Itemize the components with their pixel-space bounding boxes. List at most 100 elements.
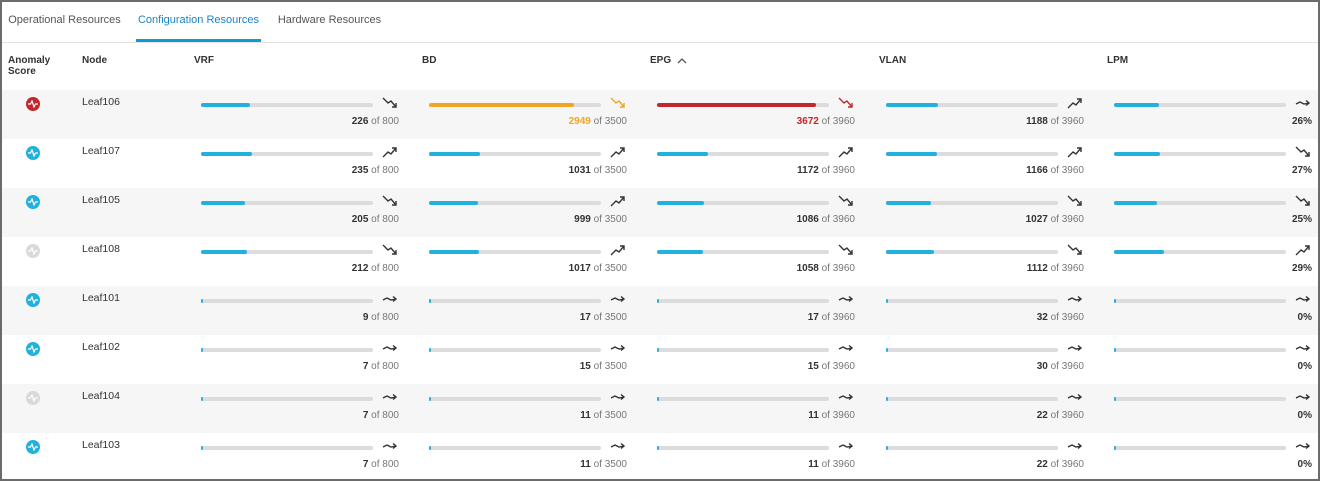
table-row[interactable]: Leaf105 205 of 800 999 of 3500 1086 of 3960… (2, 188, 1318, 237)
bd-cell: 17 of 3500 (429, 286, 629, 335)
epg-usage-bar (657, 103, 829, 107)
anomaly-score-icon (26, 146, 40, 160)
vrf-usage-value: 7 of 800 (362, 361, 399, 372)
node-name[interactable]: Leaf106 (82, 96, 120, 108)
vrf-usage-bar (201, 348, 373, 352)
tab-hardware-resources[interactable]: Hardware Resources (277, 14, 382, 26)
anomaly-score-icon (26, 97, 40, 111)
column-header-node[interactable]: Node (82, 55, 107, 66)
node-name[interactable]: Leaf101 (82, 292, 120, 304)
node-name[interactable]: Leaf104 (82, 390, 120, 402)
bd-usage-bar-fill (429, 299, 431, 303)
trend-flat-icon (838, 440, 854, 452)
vlan-cell: 1166 of 3960 (886, 139, 1086, 188)
vrf-usage-value: 7 of 800 (362, 410, 399, 421)
anomaly-score-icon (26, 440, 40, 454)
vlan-cell: 30 of 3960 (886, 335, 1086, 384)
column-header-vrf[interactable]: VRF (194, 55, 214, 66)
trend-flat-icon (1295, 391, 1311, 403)
epg-cell: 1086 of 3960 (657, 188, 857, 237)
vlan-cell: 1188 of 3960 (886, 90, 1086, 139)
vlan-usage-bar (886, 152, 1058, 156)
vlan-usage-bar (886, 250, 1058, 254)
lpm-usage-bar (1114, 103, 1286, 107)
vlan-usage-bar-fill (886, 103, 938, 107)
column-header-epg[interactable]: EPG (650, 55, 687, 66)
trend-up-icon (1295, 244, 1311, 256)
table-row[interactable]: Leaf104 7 of 800 11 of 3500 11 of 3960 22 of… (2, 384, 1318, 433)
table-row[interactable]: Leaf102 7 of 800 15 of 3500 15 of 3960 30 of… (2, 335, 1318, 384)
epg-usage-value: 3672 of 3960 (796, 116, 855, 127)
trend-down-icon (838, 97, 854, 109)
lpm-cell: 0% (1114, 384, 1314, 433)
vrf-usage-bar-fill (201, 348, 203, 352)
trend-down-icon (838, 195, 854, 207)
lpm-usage-bar-fill (1114, 348, 1116, 352)
vrf-usage-bar (201, 250, 373, 254)
table-row[interactable]: Leaf108 212 of 800 1017 of 3500 1058 of 396… (2, 237, 1318, 286)
vlan-usage-bar (886, 446, 1058, 450)
epg-usage-bar (657, 250, 829, 254)
trend-down-icon (382, 195, 398, 207)
node-name[interactable]: Leaf108 (82, 243, 120, 255)
column-header-bd[interactable]: BD (422, 55, 437, 66)
table-row[interactable]: Leaf103 7 of 800 11 of 3500 11 of 3960 22 of… (2, 433, 1318, 479)
lpm-cell: 29% (1114, 237, 1314, 286)
vrf-usage-value: 212 of 800 (351, 263, 399, 274)
bd-cell: 2949 of 3500 (429, 90, 629, 139)
trend-flat-icon (838, 391, 854, 403)
lpm-usage-bar (1114, 348, 1286, 352)
bd-usage-value: 1031 of 3500 (568, 165, 627, 176)
trend-flat-icon (610, 293, 626, 305)
node-name[interactable]: Leaf103 (82, 439, 120, 451)
lpm-usage-bar (1114, 250, 1286, 254)
vrf-cell: 7 of 800 (201, 335, 401, 384)
vrf-usage-bar (201, 201, 373, 205)
trend-up-icon (838, 146, 854, 158)
vlan-usage-bar (886, 299, 1058, 303)
table-row[interactable]: Leaf106 226 of 800 2949 of 3500 3672 of 396… (2, 90, 1318, 139)
lpm-cell: 0% (1114, 286, 1314, 335)
epg-cell: 11 of 3960 (657, 384, 857, 433)
table-row[interactable]: Leaf101 9 of 800 17 of 3500 17 of 3960 32 of… (2, 286, 1318, 335)
lpm-usage-bar (1114, 299, 1286, 303)
trend-down-icon (382, 244, 398, 256)
chevron-up-icon (677, 57, 687, 64)
trend-flat-icon (610, 391, 626, 403)
table-row[interactable]: Leaf107 235 of 800 1031 of 3500 1172 of 396… (2, 139, 1318, 188)
trend-flat-icon (838, 293, 854, 305)
column-header-vlan[interactable]: VLAN (879, 55, 907, 66)
tab-configuration-resources[interactable]: Configuration Resources (136, 2, 261, 42)
vlan-usage-value: 1027 of 3960 (1025, 214, 1084, 225)
vrf-cell: 226 of 800 (201, 90, 401, 139)
epg-usage-bar (657, 299, 829, 303)
bd-cell: 1017 of 3500 (429, 237, 629, 286)
bd-usage-bar-fill (429, 152, 480, 156)
vrf-usage-value: 9 of 800 (362, 312, 399, 323)
epg-usage-value: 17 of 3960 (807, 312, 855, 323)
lpm-usage-bar-fill (1114, 299, 1116, 303)
node-name[interactable]: Leaf105 (82, 194, 120, 206)
vlan-usage-bar-fill (886, 299, 888, 303)
trend-up-icon (382, 146, 398, 158)
vlan-usage-value: 1112 of 3960 (1026, 263, 1084, 274)
lpm-usage-value: 0% (1297, 459, 1312, 470)
vlan-cell: 22 of 3960 (886, 384, 1086, 433)
bd-cell: 11 of 3500 (429, 433, 629, 479)
epg-cell: 3672 of 3960 (657, 90, 857, 139)
lpm-cell: 0% (1114, 335, 1314, 384)
vrf-usage-bar-fill (201, 250, 247, 254)
bd-usage-bar-fill (429, 446, 431, 450)
lpm-usage-value: 25% (1291, 214, 1312, 225)
vlan-usage-bar-fill (886, 201, 931, 205)
tab-operational-resources[interactable]: Operational Resources (8, 14, 121, 26)
node-name[interactable]: Leaf107 (82, 145, 120, 157)
vrf-usage-bar (201, 152, 373, 156)
epg-usage-bar-fill (657, 348, 659, 352)
vlan-usage-bar-fill (886, 348, 888, 352)
node-name[interactable]: Leaf102 (82, 341, 120, 353)
trend-flat-icon (1067, 440, 1083, 452)
column-header-anomaly-score[interactable]: Anomaly Score (8, 55, 51, 77)
column-header-lpm[interactable]: LPM (1107, 55, 1129, 66)
bd-usage-bar (429, 103, 601, 107)
